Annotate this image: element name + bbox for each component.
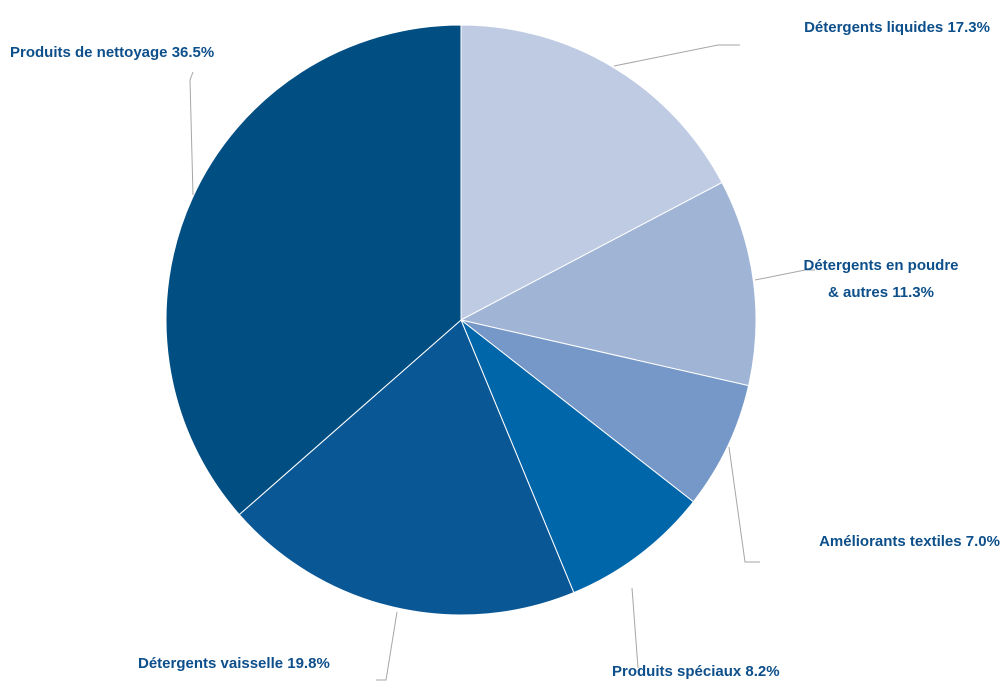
leader-line	[613, 44, 740, 67]
pie-slice	[165, 24, 462, 516]
data-label: Détergents vaisselle 19.8%	[138, 650, 330, 677]
value-label: 36.5%	[171, 44, 215, 61]
data-label: Détergents en poudre & autres 11.3%	[796, 252, 966, 306]
data-label: Produits de nettoyage 36.5%	[10, 39, 214, 66]
category-name: Améliorants textiles	[819, 533, 962, 550]
category-name: Détergents vaisselle	[138, 655, 284, 672]
pie-slice	[460, 24, 723, 321]
pie	[165, 24, 757, 616]
category-name: Produits de nettoyage	[10, 44, 168, 61]
category-name: Détergents en poudre & autres	[803, 257, 959, 301]
leader-line	[754, 269, 815, 281]
leader-line	[189, 71, 194, 196]
leader-line	[631, 587, 639, 669]
value-label: 7.0%	[965, 533, 1000, 550]
value-label: 8.2%	[745, 663, 780, 680]
data-label: Détergents liquides 17.3%	[804, 14, 990, 41]
pie-slice	[238, 319, 575, 616]
value-label: 19.8%	[287, 655, 330, 672]
value-label: 11.3%	[892, 284, 934, 301]
data-label: Améliorants textiles 7.0%	[819, 528, 1000, 555]
leader-lines	[189, 44, 815, 681]
category-name: Détergents liquides	[804, 19, 944, 36]
pie-slice	[459, 181, 757, 387]
leader-line	[728, 446, 760, 563]
data-label: Produits spéciaux 8.2%	[612, 658, 780, 685]
pie-slice	[459, 318, 695, 594]
leader-line	[376, 611, 398, 681]
pie-slice	[460, 319, 750, 503]
value-label: 17.3%	[947, 19, 990, 36]
category-name: Produits spéciaux	[612, 663, 742, 680]
